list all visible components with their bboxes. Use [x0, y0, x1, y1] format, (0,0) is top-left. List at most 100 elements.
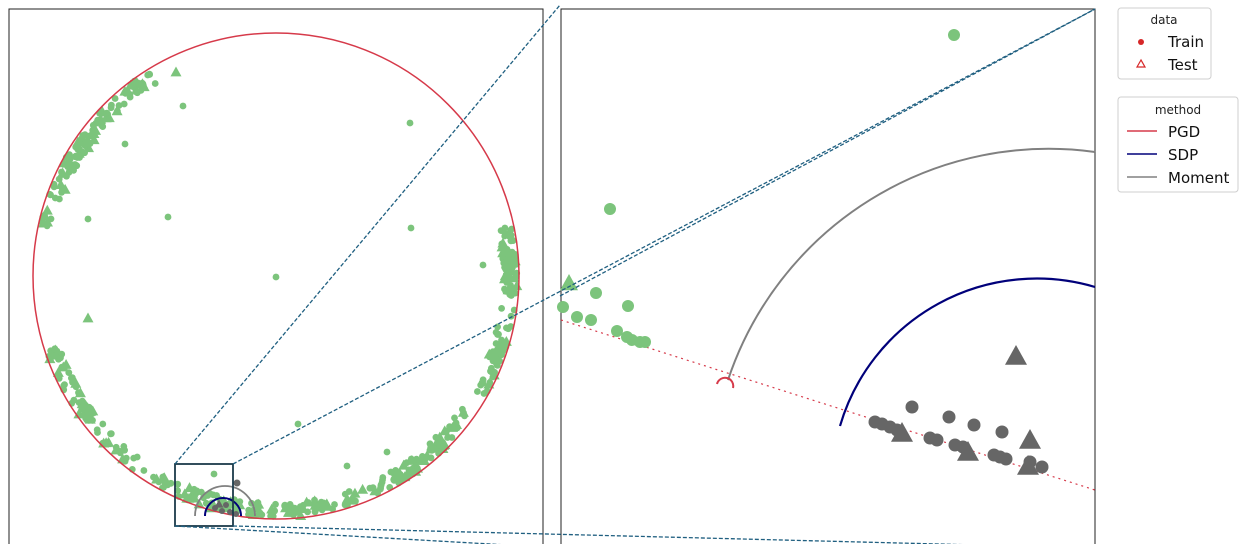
train-point: [79, 132, 87, 139]
subject-point: [233, 511, 239, 517]
legend-sdp-label: SDP: [1168, 146, 1198, 164]
train-point: [377, 481, 385, 488]
subject-test-point: [214, 499, 224, 508]
train-point: [416, 457, 424, 465]
train-point: [611, 325, 623, 337]
zoom-panel: [557, 8, 1096, 544]
subject-test-point: [891, 422, 913, 442]
train-point: [72, 383, 80, 391]
test-point: [61, 157, 73, 168]
train-point: [478, 379, 486, 387]
train-point: [349, 495, 356, 503]
train-point: [179, 102, 187, 110]
train-point: [164, 213, 172, 221]
train-point: [70, 396, 78, 404]
train-point: [407, 224, 415, 232]
train-point: [507, 292, 515, 299]
test-point: [253, 498, 265, 509]
test-point: [73, 408, 85, 419]
train-point: [107, 430, 115, 438]
overview-panel: [8, 8, 544, 544]
train-point: [68, 374, 76, 382]
test-point: [110, 444, 122, 455]
test-point: [447, 421, 459, 432]
train-point: [272, 500, 279, 508]
train-point: [99, 420, 107, 428]
train-point: [511, 256, 519, 264]
test-point: [398, 459, 410, 470]
test-point: [125, 79, 137, 90]
legend-method: method PGD SDP Moment: [1117, 96, 1239, 193]
train-point: [427, 454, 435, 462]
test-point: [82, 134, 94, 145]
sdp-arc: [204, 497, 242, 517]
zoom-axes-frame: [560, 8, 1096, 544]
train-point: [133, 453, 141, 461]
test-point: [82, 312, 94, 323]
test-point: [369, 485, 381, 496]
train-point: [343, 462, 351, 470]
test-point: [283, 506, 295, 517]
test-point: [130, 76, 142, 87]
train-point: [494, 323, 501, 331]
test-point: [95, 113, 107, 124]
train-point: [557, 301, 569, 313]
test-point: [502, 284, 514, 295]
train-point: [444, 434, 451, 441]
train-point: [66, 151, 73, 159]
train-point: [52, 353, 60, 360]
train-point: [47, 191, 54, 199]
train-point: [508, 248, 516, 256]
train-point: [58, 168, 65, 176]
train-point: [396, 471, 404, 478]
train-point: [151, 80, 159, 87]
moment-arc: [727, 147, 1096, 381]
zoom-connectors: [174, 4, 1096, 544]
train-point: [492, 348, 500, 356]
test-point: [151, 473, 163, 484]
train-point: [499, 250, 507, 258]
overview-points: [37, 66, 523, 521]
pgd-arc: [716, 376, 735, 389]
train-point: [102, 110, 110, 117]
train-point: [486, 379, 494, 386]
train-point: [115, 102, 123, 109]
train-point: [948, 29, 960, 41]
test-point: [103, 112, 115, 123]
subject-point: [942, 410, 956, 424]
train-point: [75, 389, 82, 397]
subject-point: [995, 425, 1009, 439]
test-point: [491, 351, 503, 362]
train-point: [51, 345, 59, 353]
test-point: [234, 499, 246, 510]
test-point: [483, 348, 495, 359]
train-point: [51, 194, 59, 202]
test-point: [402, 466, 414, 477]
train-point: [167, 479, 175, 487]
train-point: [65, 369, 73, 376]
train-point: [41, 211, 48, 219]
subject-point: [223, 502, 229, 508]
train-point: [390, 476, 398, 483]
train-point: [590, 287, 602, 299]
train-point: [187, 495, 194, 502]
train-point: [494, 331, 501, 338]
train-point: [159, 473, 167, 481]
legend-pgd-label: PGD: [1168, 123, 1200, 141]
train-point: [174, 487, 182, 494]
train-point: [121, 140, 129, 148]
train-point: [256, 509, 264, 517]
subject-point: [1035, 460, 1049, 474]
subject-test-point: [1005, 345, 1027, 365]
subject-point: [227, 509, 233, 515]
subject-point: [967, 418, 981, 432]
train-point: [498, 240, 506, 248]
train-point: [210, 470, 218, 478]
train-point: [160, 483, 168, 491]
sdp-arc: [838, 277, 1096, 427]
legend-data: data Train Test: [1117, 7, 1212, 80]
train-point: [379, 474, 387, 481]
moment-arc: [194, 485, 256, 517]
train-marker-icon: [1138, 39, 1144, 45]
train-point: [317, 498, 325, 506]
